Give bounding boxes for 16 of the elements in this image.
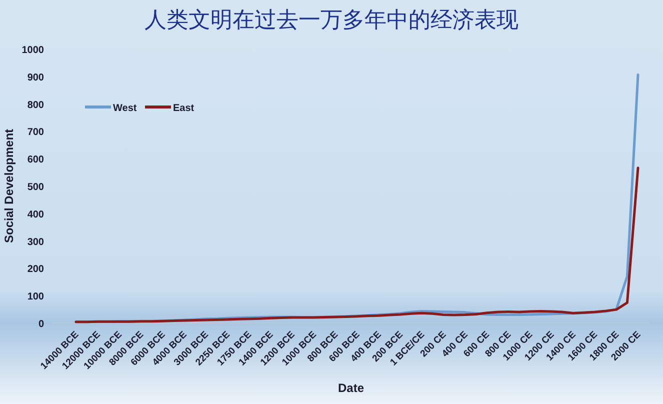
- ytick: 100: [27, 292, 44, 303]
- title: 人类文明在过去一万多年中的经济表现: [144, 8, 518, 33]
- xlabel: Date: [338, 381, 364, 395]
- ylabel: Social Development: [2, 128, 16, 244]
- ytick: 1000: [22, 45, 44, 56]
- ytick: 400: [27, 209, 44, 220]
- ytick: 500: [27, 182, 44, 193]
- ytick: 200: [27, 264, 44, 276]
- ytick: 800: [27, 100, 44, 111]
- ytick: 0: [38, 319, 44, 330]
- ytick: 700: [27, 127, 44, 138]
- legend-label: East: [173, 103, 194, 114]
- ytick: 300: [27, 236, 44, 248]
- legend-label: West: [113, 103, 137, 114]
- ytick: 900: [27, 72, 44, 84]
- ytick: 600: [27, 154, 44, 166]
